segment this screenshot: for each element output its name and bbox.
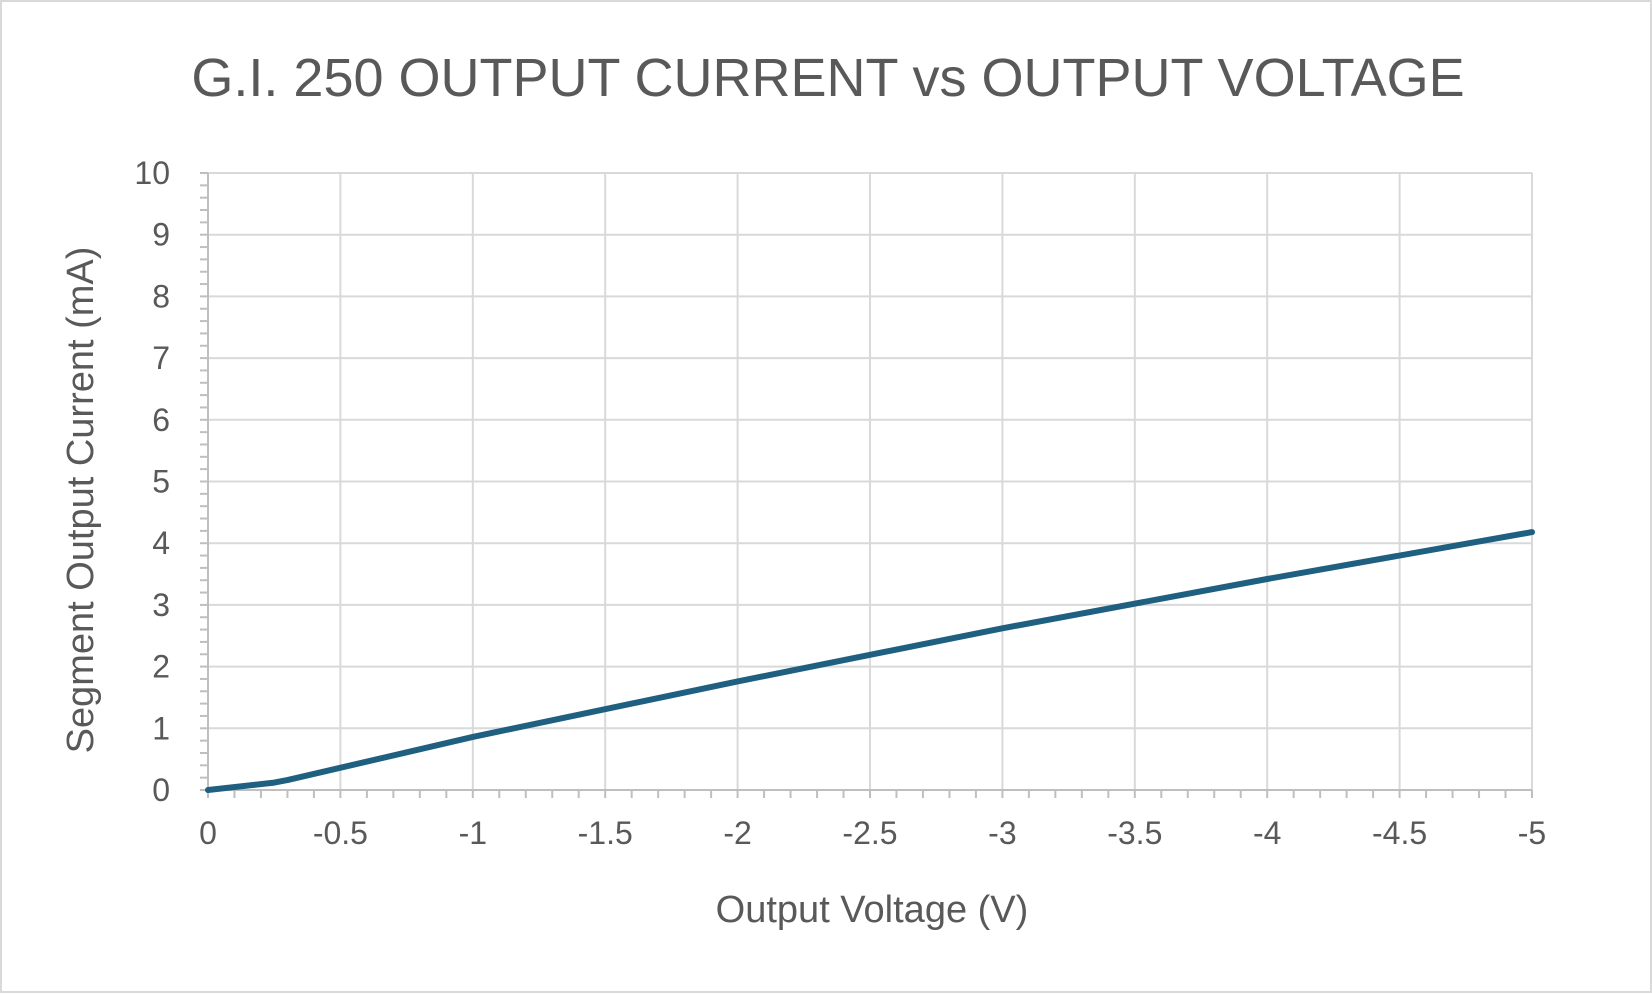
x-tick-label: -5 [1518,815,1546,851]
y-tick-label: 5 [152,464,170,500]
x-axis-label: Output Voltage (V) [716,889,1029,931]
y-tick-label: 6 [152,402,170,438]
x-tick-label: -3.5 [1107,815,1162,851]
series-line [205,529,1535,793]
y-tick-label: 3 [152,587,170,623]
y-tick-label: 7 [152,340,170,376]
y-tick-label: 0 [152,772,170,808]
y-tick-label: 10 [134,155,170,191]
x-tick-label: -2.5 [842,815,897,851]
y-tick-label: 1 [152,710,170,746]
chart-title: G.I. 250 OUTPUT CURRENT vs OUTPUT VOLTAG… [191,48,1464,108]
y-tick-label: 4 [152,525,170,561]
axes [200,172,1533,798]
y-tick-label: 9 [152,217,170,253]
x-tick-label: -3 [988,815,1016,851]
gridlines [208,172,1533,790]
x-tick-label: -2 [723,815,751,851]
x-tick-label: -0.5 [313,815,368,851]
x-tick-label: -1 [459,815,487,851]
series-layer [205,529,1535,793]
tick-labels: 0 -0.5 -1 -1.5 -2 -2.5 -3 -3.5 -4 -4.5 -5 0 1 2 3 4 5 6 7 8… [134,155,1546,851]
y-tick-label: 8 [152,278,170,314]
y-axis-label: Segment Output Current (mA) [60,247,102,754]
x-tick-label: -4 [1253,815,1281,851]
x-tick-label: -1.5 [578,815,633,851]
y-tick-label: 2 [152,649,170,685]
x-tick-label: 0 [199,815,217,851]
x-tick-label: -4.5 [1372,815,1427,851]
